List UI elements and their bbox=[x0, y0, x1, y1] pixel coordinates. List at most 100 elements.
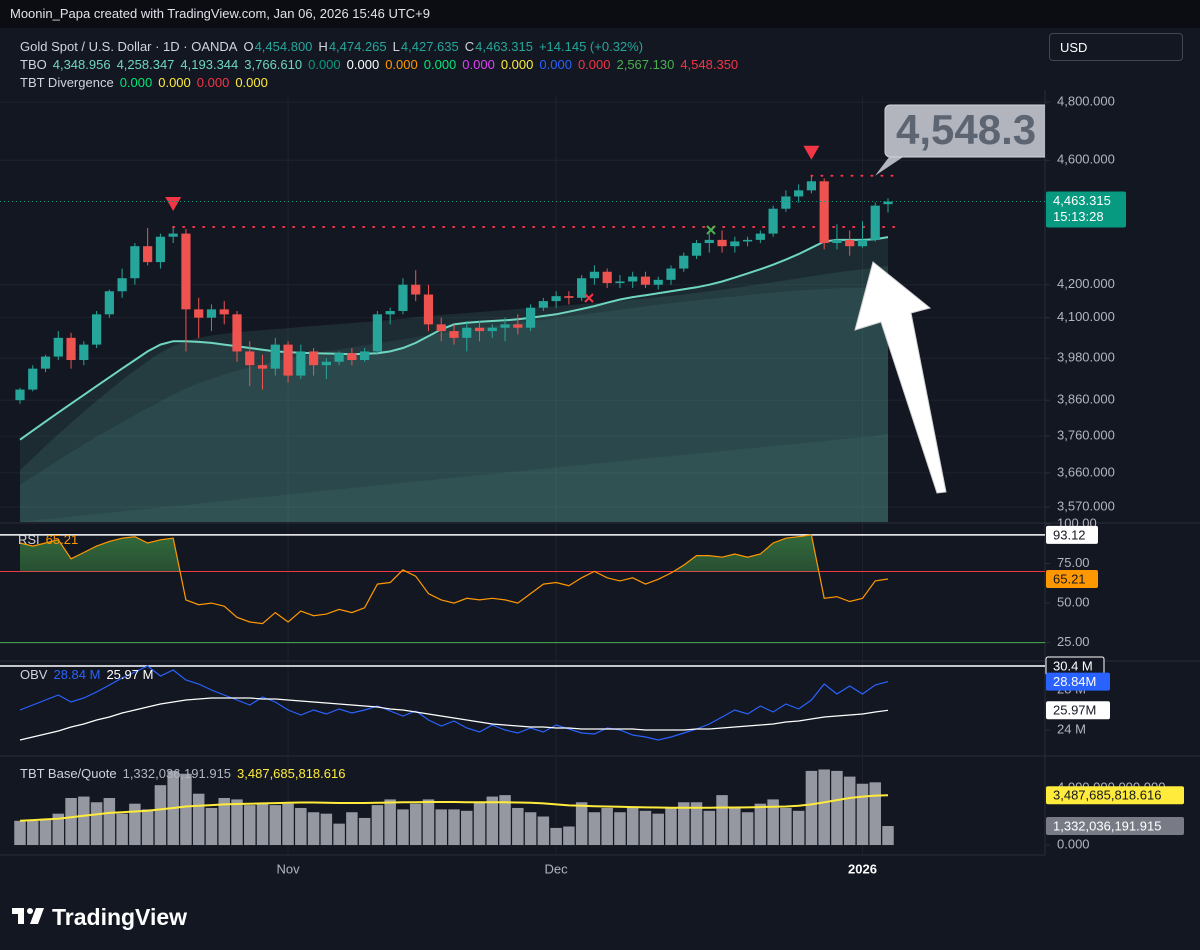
y-tick-label: 3,980.000 bbox=[1057, 350, 1115, 365]
candle-body bbox=[79, 344, 89, 361]
volume-bar bbox=[256, 803, 269, 846]
axis-tag-label: 28.84M bbox=[1053, 674, 1096, 689]
candle-body bbox=[28, 368, 38, 390]
ohlc-key: H bbox=[318, 39, 328, 54]
volume-bar bbox=[103, 797, 116, 846]
indicator-value: 0.000 bbox=[462, 57, 495, 72]
axis-tag-label: 65.21 bbox=[1053, 571, 1086, 586]
candle-body bbox=[589, 271, 600, 279]
indicator-value: 0.000 bbox=[158, 75, 191, 90]
axis-tag bbox=[1046, 525, 1098, 544]
ohlc-key: C bbox=[464, 39, 475, 54]
candle-body bbox=[806, 181, 817, 191]
axis-tag bbox=[1046, 817, 1184, 836]
candle-body bbox=[334, 353, 344, 362]
volume-bar bbox=[818, 769, 830, 846]
volume-bar bbox=[141, 809, 154, 846]
axis-tag bbox=[1046, 701, 1110, 720]
indicator-value: 65.21 bbox=[45, 532, 79, 547]
candle-body bbox=[130, 246, 140, 279]
candle-body bbox=[308, 351, 319, 366]
main-legend: Gold Spot / U.S. Dollar · 1D · OANDA O4,4… bbox=[20, 38, 744, 92]
candle-body bbox=[296, 351, 306, 376]
candle-body bbox=[819, 181, 829, 244]
volume-bar bbox=[639, 810, 652, 846]
indicator-value: 0.000 bbox=[235, 75, 268, 90]
ohlc-value: 4,427.635 bbox=[400, 39, 459, 54]
currency-button[interactable]: USD bbox=[1049, 33, 1183, 61]
volume-bar bbox=[269, 805, 282, 846]
indicator-value: 0.000 bbox=[539, 57, 572, 72]
indicator-value: 4,348.956 bbox=[52, 57, 111, 72]
logo-icon bbox=[12, 908, 44, 924]
indicator-name: RSI bbox=[18, 532, 40, 547]
candle-body bbox=[474, 327, 485, 332]
candle-body bbox=[525, 307, 536, 328]
y-tick-label: 50.00 bbox=[1057, 595, 1090, 610]
candle-body bbox=[194, 309, 204, 318]
volume-bar bbox=[116, 813, 128, 846]
volume-bar bbox=[831, 770, 843, 846]
volume-bar bbox=[665, 807, 677, 846]
cloud-area bbox=[20, 286, 888, 522]
volume-bar bbox=[409, 803, 422, 846]
indicator-value: 4,258.347 bbox=[116, 57, 175, 72]
indicator-name: TBT Base/Quote bbox=[20, 766, 117, 781]
arrow bbox=[854, 261, 947, 494]
change-label: +14.145 (+0.32%) bbox=[538, 39, 644, 54]
volume-bar bbox=[473, 802, 486, 846]
candle-body bbox=[270, 344, 280, 369]
y-tick-label: 24 M bbox=[1057, 721, 1086, 736]
candle-body bbox=[628, 276, 638, 282]
candle-body bbox=[640, 276, 651, 285]
x-tick-label: 2026 bbox=[848, 861, 877, 876]
legend-row: TBO 4,348.956 4,258.347 4,193.344 3,766.610 0… bbox=[20, 56, 744, 74]
candle-body bbox=[168, 233, 178, 237]
candle-body bbox=[602, 271, 612, 284]
y-tick-label: 75.00 bbox=[1057, 555, 1090, 570]
indicator-line bbox=[19, 534, 889, 625]
volume-bar bbox=[14, 820, 26, 846]
x-tick-label: Nov bbox=[276, 861, 300, 876]
ohlc-value: 4,454.800 bbox=[254, 39, 313, 54]
y-tick-label: 25.00 bbox=[1057, 634, 1090, 649]
volume-bar bbox=[65, 797, 77, 846]
volume-bar bbox=[295, 807, 307, 846]
indicator-value: 0.000 bbox=[346, 57, 380, 72]
ohlc-key: L bbox=[392, 39, 400, 54]
candle-body bbox=[781, 196, 791, 209]
volume-bar bbox=[333, 823, 345, 846]
candle-body bbox=[768, 208, 778, 234]
axis-tag-label: 3,487,685,818.616 bbox=[1053, 788, 1161, 803]
volume-bar bbox=[231, 799, 243, 846]
countdown-label: 15:13:28 bbox=[1053, 209, 1104, 224]
y-tick-label: 4,600.000 bbox=[1057, 152, 1115, 167]
callout-label: 4,548.3 bbox=[896, 106, 1036, 153]
candle-body bbox=[551, 296, 561, 302]
volume-bar bbox=[882, 826, 894, 846]
candle-body bbox=[615, 281, 625, 284]
volume-bar bbox=[499, 795, 511, 846]
candle-body bbox=[117, 278, 127, 292]
candle-body bbox=[360, 351, 370, 361]
callout-box bbox=[884, 104, 1045, 158]
indicator-name: TBO bbox=[20, 57, 47, 72]
volume-bar bbox=[422, 799, 435, 846]
candle-body bbox=[704, 239, 714, 244]
indicator-value: 3,487,685,818.616 bbox=[237, 766, 346, 781]
candle-body bbox=[755, 233, 765, 240]
cross-mark bbox=[706, 225, 716, 235]
symbol-title: Gold Spot / U.S. Dollar · 1D · OANDA bbox=[20, 39, 238, 54]
volume-bar bbox=[652, 813, 664, 846]
candle-body bbox=[232, 314, 242, 352]
volume-bar bbox=[754, 803, 767, 846]
candle-body bbox=[411, 284, 421, 295]
x-tick-label: Dec bbox=[545, 861, 569, 876]
volume-legend: TBT Base/Quote 1,332,036,191.915 3,487,685… bbox=[20, 765, 351, 783]
candle-body bbox=[832, 239, 842, 244]
volume-bar bbox=[78, 796, 90, 846]
arrow-shape bbox=[854, 261, 947, 494]
level-triangle bbox=[165, 197, 182, 212]
candle-body bbox=[385, 311, 395, 315]
